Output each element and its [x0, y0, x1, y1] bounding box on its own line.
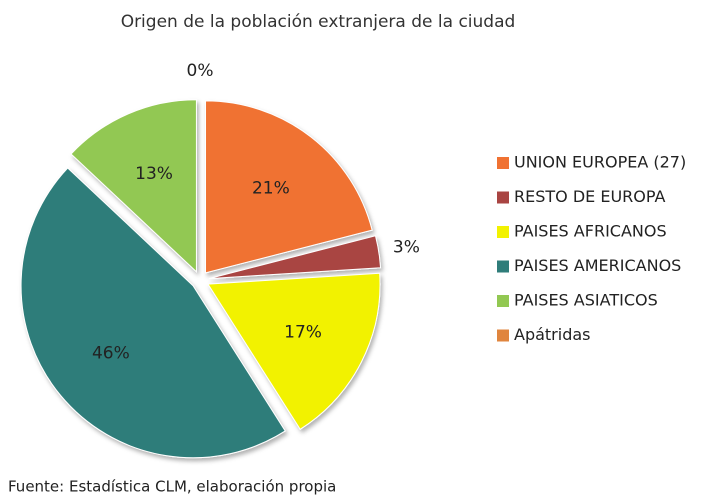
- chart-title: Origen de la población extranjera de la …: [121, 12, 516, 32]
- data-label: 46%: [92, 344, 130, 364]
- legend-swatch: [497, 329, 509, 342]
- legend-swatch: [497, 191, 509, 204]
- data-label: 21%: [252, 179, 290, 199]
- legend-label: UNION EUROPEA (27): [514, 153, 686, 172]
- pie-slice: [20, 167, 286, 459]
- data-label: 13%: [135, 164, 173, 184]
- data-label: 17%: [284, 322, 322, 342]
- legend-label: PAISES AFRICANOS: [514, 222, 667, 241]
- legend-swatch: [497, 157, 509, 169]
- data-label: 3%: [393, 237, 420, 257]
- legend-swatch: [497, 295, 509, 307]
- legend-swatch: [497, 226, 509, 238]
- pie-slice: [208, 235, 382, 280]
- pie-slice: [207, 272, 381, 431]
- data-label: 0%: [187, 61, 214, 81]
- pie-slice: [70, 99, 197, 273]
- legend-label: RESTO DE EUROPA: [514, 187, 666, 206]
- legend-swatch: [497, 260, 509, 273]
- legend-label: PAISES AMERICANOS: [514, 256, 681, 275]
- legend-label: PAISES ASIATICOS: [514, 291, 658, 310]
- legend-label: Apátridas: [514, 325, 591, 344]
- source-note: Fuente: Estadística CLM, elaboración pro…: [8, 478, 336, 496]
- pie-slice: [205, 100, 373, 274]
